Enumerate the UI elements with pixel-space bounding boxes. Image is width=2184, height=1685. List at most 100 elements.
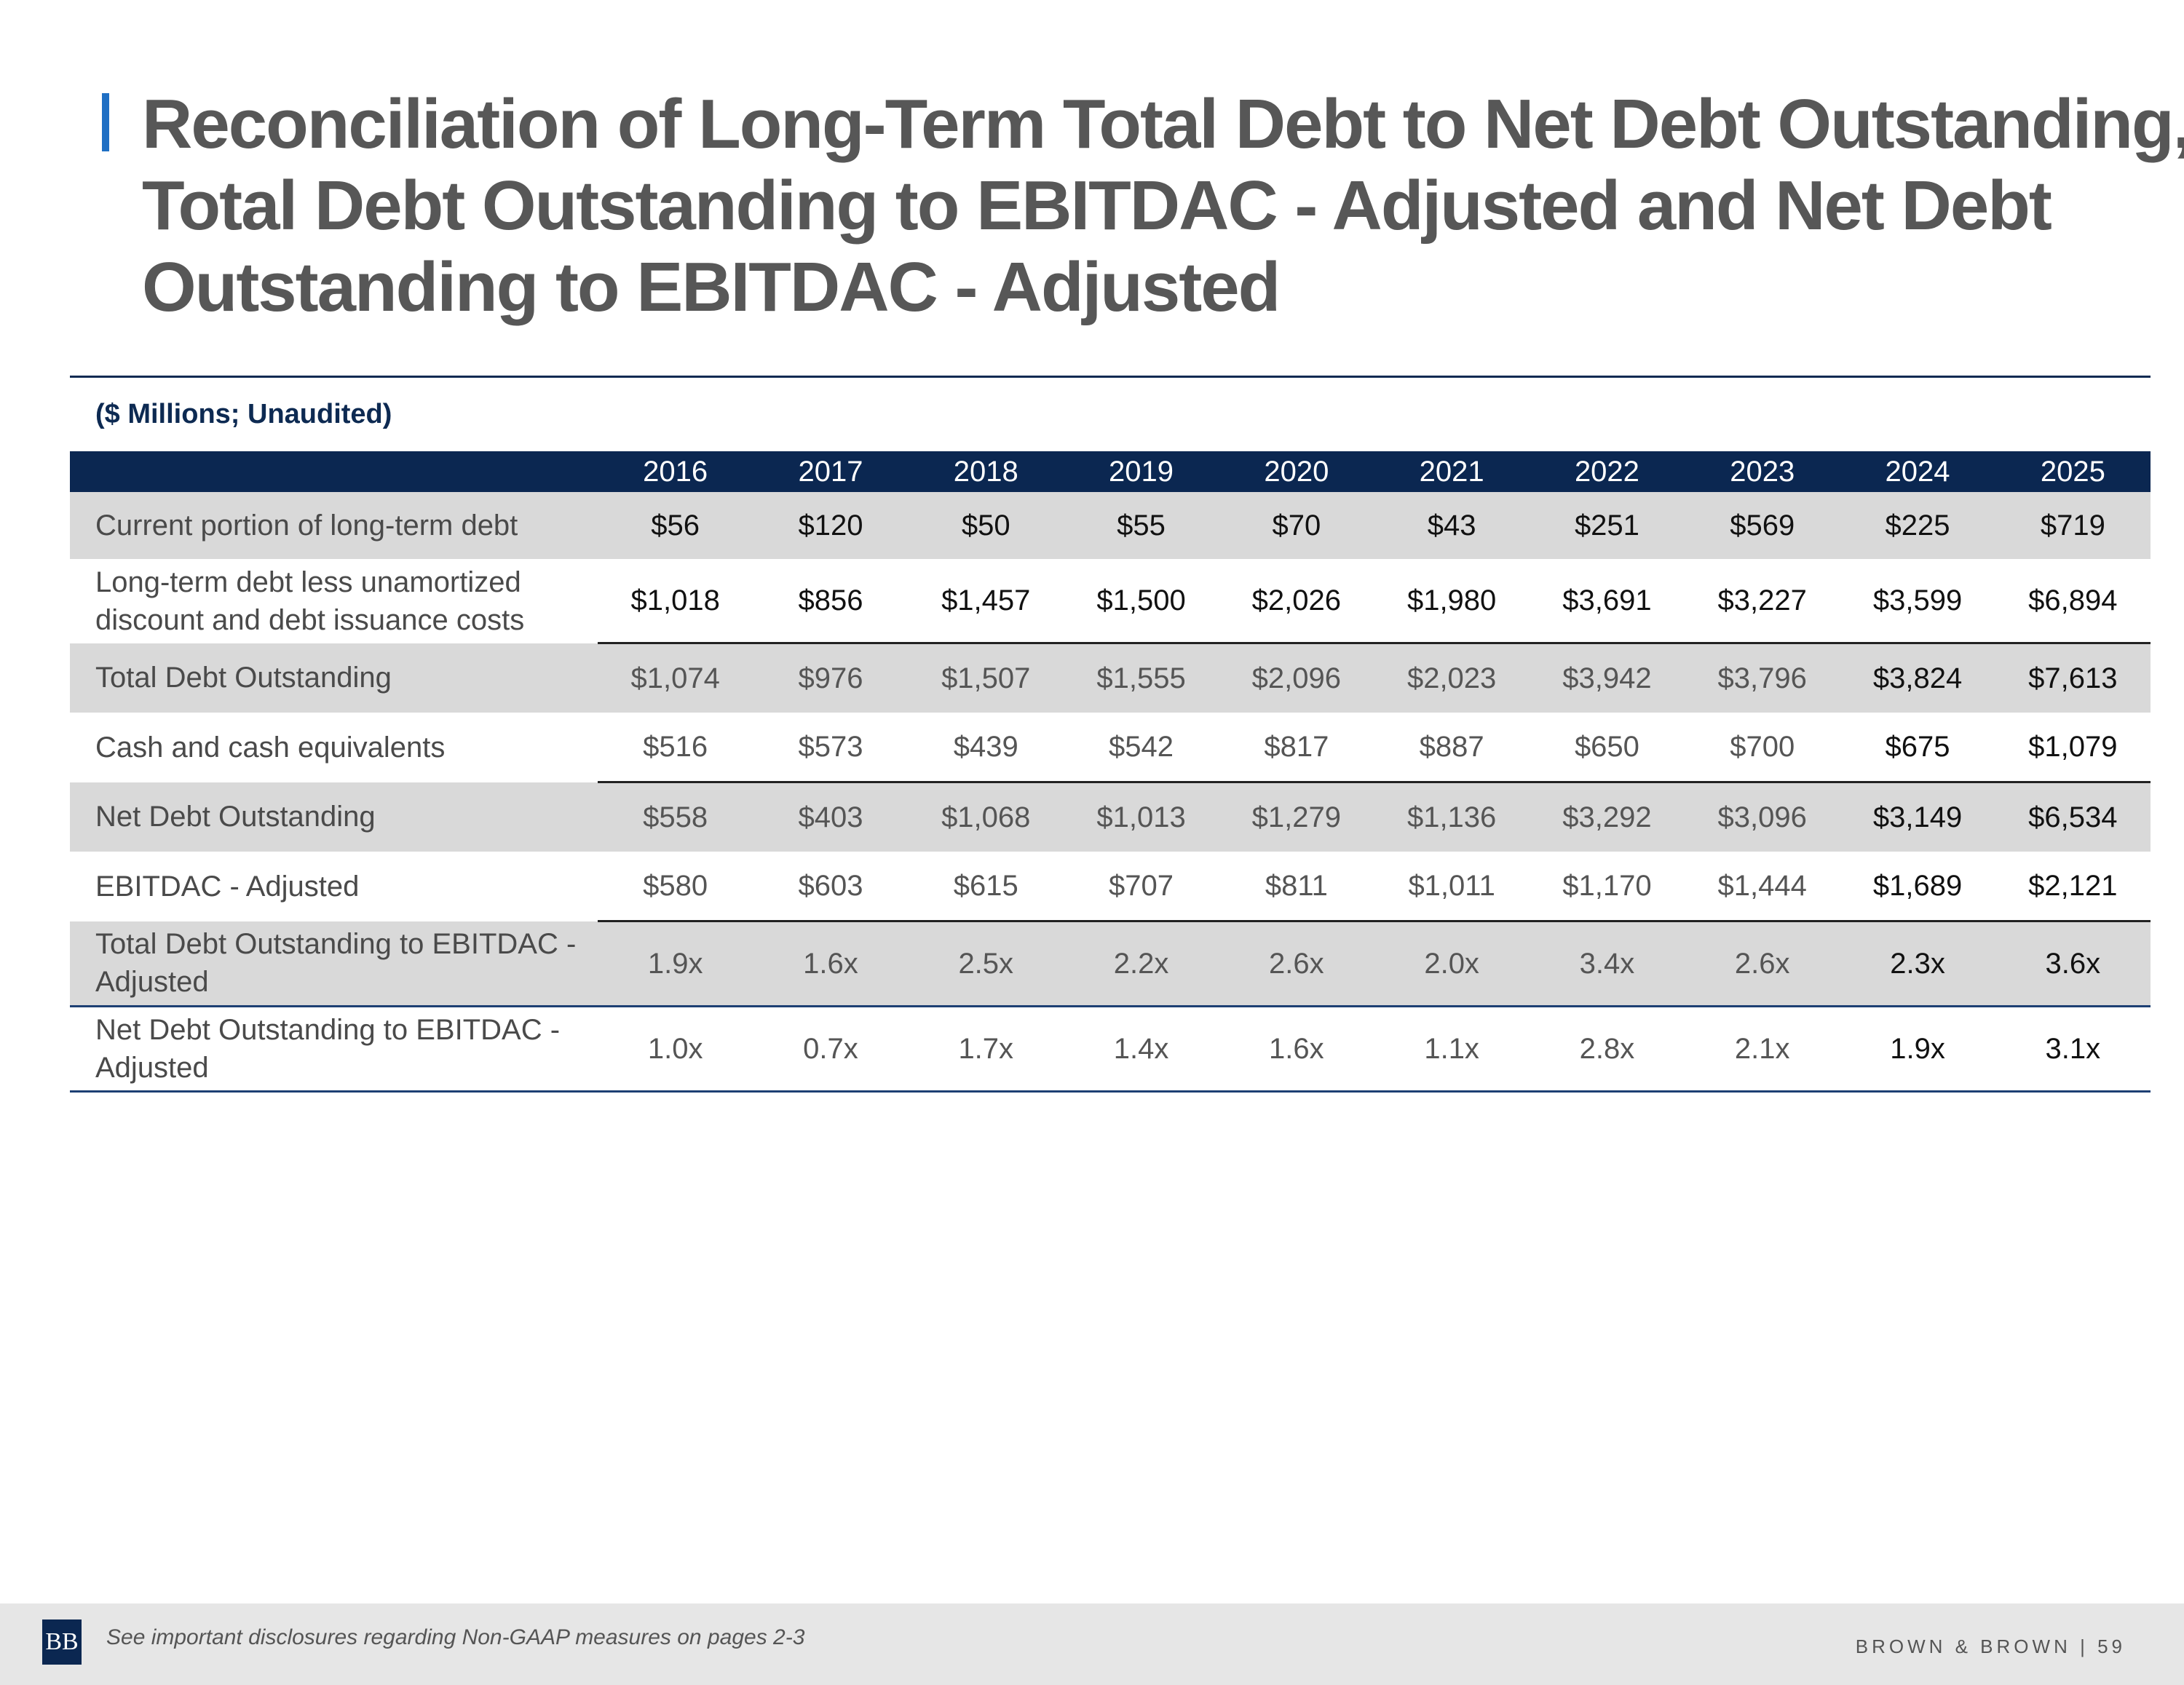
table-cell: $1,018	[598, 559, 753, 644]
page-title: Reconciliation of Long-Term Total Debt t…	[142, 84, 2184, 328]
header-row: 2016 2017 2018 2019 2020 2021 2022 2023 …	[70, 451, 2151, 492]
table-cell: $516	[598, 713, 753, 783]
table-cell: $55	[1063, 492, 1219, 559]
table-cell: 0.7x	[753, 1006, 909, 1093]
table-row: Total Debt Outstanding to EBITDAC - Adju…	[70, 921, 2151, 1007]
table-cell: $1,068	[908, 782, 1064, 852]
table-cell: 1.9x	[598, 921, 753, 1007]
title-line-3: Outstanding to EBITDAC - Adjusted	[142, 248, 1281, 326]
footer-bar: BB See important disclosures regarding N…	[0, 1603, 2184, 1685]
table-cell: $1,444	[1685, 852, 1840, 922]
brand-separator: |	[2080, 1636, 2089, 1657]
row-label: EBITDAC - Adjusted	[95, 870, 360, 903]
brand-name: BROWN & BROWN	[1855, 1636, 2071, 1657]
table-cell: $1,170	[1529, 852, 1685, 922]
table-cell: $615	[908, 852, 1064, 922]
table-cell: 2.5x	[908, 921, 1064, 1007]
disclosure-note: See important disclosures regarding Non-…	[106, 1625, 805, 1649]
title-line-1: Reconciliation of Long-Term Total Debt t…	[142, 85, 2184, 163]
year-header: 2021	[1374, 451, 1530, 492]
table-cell: 1.1x	[1374, 1006, 1530, 1093]
row-label: Total Debt Outstanding	[70, 643, 598, 713]
table-cell: $811	[1219, 852, 1374, 922]
table-cell: 2.6x	[1219, 921, 1374, 1007]
table-cell: $403	[753, 782, 909, 852]
table-cell: $650	[1529, 713, 1685, 783]
table-cell: $1,011	[1374, 852, 1530, 922]
year-header: 2022	[1529, 451, 1685, 492]
table-cell: 3.1x	[1995, 1006, 2151, 1093]
table-row: Net Debt Outstanding to EBITDAC - Adjust…	[70, 1006, 2151, 1093]
table-cell: $3,599	[1840, 559, 1995, 644]
table-cell: $2,121	[1995, 852, 2151, 922]
table-cell: $573	[753, 713, 909, 783]
table-cell: 1.6x	[1219, 1006, 1374, 1093]
table-cell: $1,500	[1063, 559, 1219, 644]
table-cell: 2.3x	[1840, 921, 1995, 1007]
table-cell: 1.4x	[1063, 1006, 1219, 1093]
table-cell: $3,824	[1840, 643, 1995, 713]
table-cell: $3,149	[1840, 782, 1995, 852]
table-cell: $719	[1995, 492, 2151, 559]
table-cell: $56	[598, 492, 753, 559]
row-label: Current portion of long-term debt	[70, 492, 598, 559]
row-label: Cash and cash equivalents	[95, 731, 446, 764]
table-cell: $2,026	[1219, 559, 1374, 644]
units-note: ($ Millions; Unaudited)	[95, 399, 392, 429]
table-cell: $887	[1374, 713, 1530, 783]
row-label: Total Debt Outstanding to EBITDAC - Adju…	[70, 921, 598, 1007]
brown-brown-logo: BB	[42, 1619, 82, 1665]
table-cell: 1.0x	[598, 1006, 753, 1093]
table-cell: $6,894	[1995, 559, 2151, 644]
year-header: 2019	[1063, 451, 1219, 492]
table-cell: $2,023	[1374, 643, 1530, 713]
table-cell: $707	[1063, 852, 1219, 922]
table-cell: $120	[753, 492, 909, 559]
table-cell: $817	[1219, 713, 1374, 783]
table-cell: $1,555	[1063, 643, 1219, 713]
year-header: 2023	[1685, 451, 1840, 492]
table-cell: 2.0x	[1374, 921, 1530, 1007]
table-cell: $1,507	[908, 643, 1064, 713]
table-cell: $251	[1529, 492, 1685, 559]
table-cell: $976	[753, 643, 909, 713]
table-cell: $3,227	[1685, 559, 1840, 644]
table-cell: $569	[1685, 492, 1840, 559]
table-cell: 2.2x	[1063, 921, 1219, 1007]
row-label: Net Debt Outstanding	[70, 782, 598, 852]
table-cell: $1,689	[1840, 852, 1995, 922]
table-cell: $558	[598, 782, 753, 852]
table-cell: $2,096	[1219, 643, 1374, 713]
page-number: 59	[2097, 1636, 2126, 1657]
table-row: EBITDAC - Adjusted $580 $603 $615 $707 $…	[70, 852, 2151, 922]
table-cell: $6,534	[1995, 782, 2151, 852]
row-label: Long-term debt less unamortized discount…	[95, 566, 525, 636]
table-cell: $1,079	[1995, 713, 2151, 783]
table-row: Long-term debt less unamortized discount…	[70, 559, 2151, 644]
table-cell: $3,292	[1529, 782, 1685, 852]
table-cell: $70	[1219, 492, 1374, 559]
year-header: 2016	[598, 451, 753, 492]
table-cell: $1,980	[1374, 559, 1530, 644]
table-cell: $43	[1374, 492, 1530, 559]
table-row: Current portion of long-term debt $56 $1…	[70, 492, 2151, 559]
table-cell: $3,096	[1685, 782, 1840, 852]
table-row: Total Debt Outstanding $1,074 $976 $1,50…	[70, 643, 2151, 713]
table-cell: $7,613	[1995, 643, 2151, 713]
title-accent-bar	[102, 93, 109, 151]
table-cell: $3,796	[1685, 643, 1840, 713]
table-cell: $1,457	[908, 559, 1064, 644]
table-cell: $700	[1685, 713, 1840, 783]
table-cell: $439	[908, 713, 1064, 783]
year-header: 2020	[1219, 451, 1374, 492]
title-divider	[70, 376, 2151, 378]
table-cell: 3.6x	[1995, 921, 2151, 1007]
table-cell: $675	[1840, 713, 1995, 783]
table-cell: 3.4x	[1529, 921, 1685, 1007]
table-cell: 1.6x	[753, 921, 909, 1007]
table-cell: $580	[598, 852, 753, 922]
year-header: 2017	[753, 451, 909, 492]
title-line-2: Total Debt Outstanding to EBITDAC - Adju…	[142, 167, 2052, 245]
table-cell: $3,942	[1529, 643, 1685, 713]
table-cell: $1,074	[598, 643, 753, 713]
